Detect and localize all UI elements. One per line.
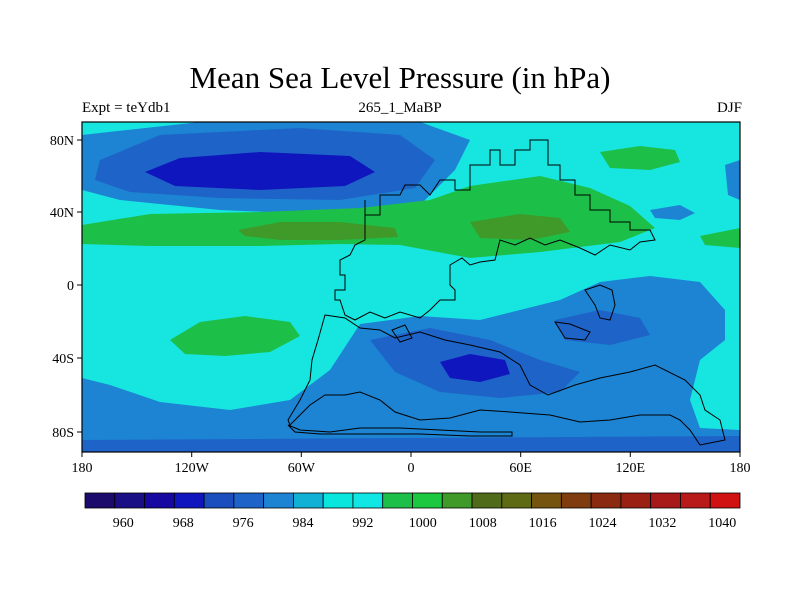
asia-high-core: [470, 214, 570, 240]
y-tick-label: 40S: [52, 352, 74, 367]
colorbar-swatch: [144, 492, 175, 509]
colorbar-swatch: [471, 492, 503, 509]
colorbar-swatch: [233, 492, 265, 509]
south-low-core: [440, 354, 510, 382]
x-tick-label: 180: [72, 461, 93, 476]
colorbar-label: 1024: [589, 516, 617, 531]
plot-title: Mean Sea Level Pressure (in hPa): [189, 60, 611, 95]
x-tick-label: 0: [408, 461, 415, 476]
colorbar-swatch: [620, 492, 652, 509]
y-axis-labels: 80N 40N 0 40S 80S: [50, 134, 74, 441]
south-band-low: [82, 436, 740, 452]
x-axis-labels: 180 120W 60W 0 60E 120E 180: [72, 461, 751, 476]
siberia-low: [650, 205, 695, 220]
colorbar-label: 968: [173, 516, 194, 531]
experiment-id: 265_1_MaBP: [358, 100, 442, 116]
colorbar-swatch: [322, 492, 354, 509]
pressure-field: [82, 122, 740, 452]
x-tick-label: 120W: [175, 461, 210, 476]
mid-high-core: [238, 222, 398, 240]
south-pacific-high: [170, 316, 300, 356]
x-tick-label: 180: [730, 461, 751, 476]
season-label: DJF: [716, 100, 742, 116]
coastline-island-east: [584, 284, 616, 321]
colorbar-swatch: [173, 492, 205, 509]
x-tick-label: 60E: [509, 461, 532, 476]
coastline-south-continent: [287, 314, 726, 446]
coastlines: [287, 139, 726, 446]
north-low-core: [145, 152, 375, 190]
colorbar-swatch: [590, 492, 622, 509]
colorbar-swatch: [114, 492, 145, 509]
colorbar-label: 1008: [469, 516, 497, 531]
colorbar-swatch: [263, 492, 294, 509]
coastline-island-indian: [554, 321, 591, 341]
ne-low: [725, 160, 740, 200]
colorbar-swatch: [382, 492, 413, 509]
colorbar-label: 960: [113, 516, 134, 531]
colorbar-label: 1000: [409, 516, 437, 531]
colorbar-label: 1040: [708, 516, 736, 531]
colorbar-swatch: [531, 492, 562, 509]
y-tick-label: 80N: [50, 134, 74, 149]
coastline-island-central: [391, 324, 413, 343]
y-tick-label: 80S: [52, 426, 74, 441]
x-tick-label: 120E: [616, 461, 646, 476]
experiment-label: Expt = teYdb1: [82, 100, 171, 116]
pacific-high-east: [700, 228, 740, 248]
colorbar-label: 1032: [648, 516, 676, 531]
colorbar-label: 976: [233, 516, 254, 531]
colorbar-swatch: [84, 492, 116, 509]
colorbar-label: 1016: [529, 516, 557, 531]
indian-ocean-low: [555, 310, 650, 345]
colorbar-labels: 960 968 976 984 992 1000 1008 1016 1024 …: [113, 516, 736, 531]
colorbar: [84, 492, 741, 509]
axis-ticks: [77, 139, 741, 457]
colorbar-swatch: [441, 492, 473, 509]
coastline-north-continent: [334, 139, 656, 321]
coastline-antarctic-edge: [287, 424, 513, 437]
y-tick-label: 0: [67, 279, 74, 294]
colorbar-swatch: [501, 492, 532, 509]
colorbar-label: 992: [352, 516, 373, 531]
colorbar-swatch: [650, 492, 681, 509]
y-tick-label: 40N: [50, 206, 74, 221]
colorbar-swatch: [293, 492, 324, 509]
colorbar-swatch: [203, 492, 235, 509]
arctic-high: [600, 146, 680, 170]
colorbar-label: 984: [293, 516, 314, 531]
colorbar-swatch: [352, 492, 384, 509]
colorbar-swatch: [560, 492, 592, 509]
colorbar-swatch: [680, 492, 711, 509]
colorbar-swatch: [412, 492, 443, 509]
x-tick-label: 60W: [288, 461, 316, 476]
colorbar-swatch: [709, 492, 741, 509]
